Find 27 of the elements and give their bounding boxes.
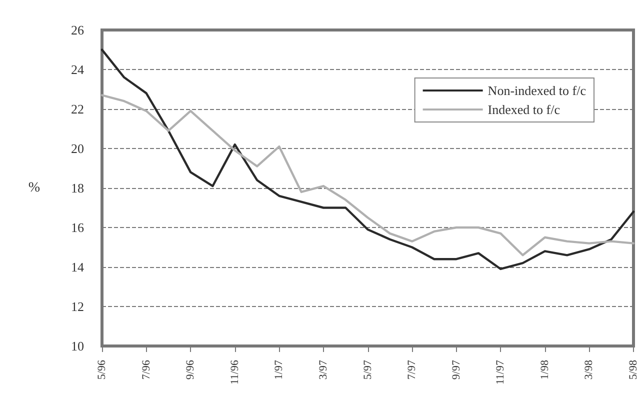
y-tick-label: 22 [71,102,84,116]
y-tick-label: 24 [71,62,84,77]
x-tick-label: 1/97 [273,360,286,380]
y-tick-label: 12 [71,299,84,314]
y-tick-label: 16 [71,220,84,235]
line-series [100,48,635,270]
legend-label: Non-indexed to f/c [488,83,586,98]
y-tick-label: 18 [71,180,84,196]
line-series [100,94,635,256]
x-tick-label: 7/97 [406,360,418,380]
legend-label: Indexed to f/c [488,102,560,117]
y-axis-title: % [28,180,40,196]
y-tick-label: 14 [71,260,84,274]
x-tick-label: 3/98 [583,360,596,380]
x-tick-label: 5/97 [362,360,374,380]
x-tick-label: 7/96 [140,360,152,380]
x-tick-label: 3/97 [317,360,330,380]
x-tick-label: 1/98 [538,360,551,380]
y-tick-label: 10 [71,338,84,354]
x-tick-label: 5/96 [96,360,108,380]
x-tick-label: 5/98 [628,360,639,380]
y-tick-label: 20 [71,141,84,156]
y-tick-label: 26 [71,22,84,38]
x-tick-label: 9/96 [184,360,197,380]
x-tick-label: 11/97 [494,360,507,385]
x-tick-label: 11/96 [228,360,241,385]
x-tick-label: 9/97 [450,360,462,380]
